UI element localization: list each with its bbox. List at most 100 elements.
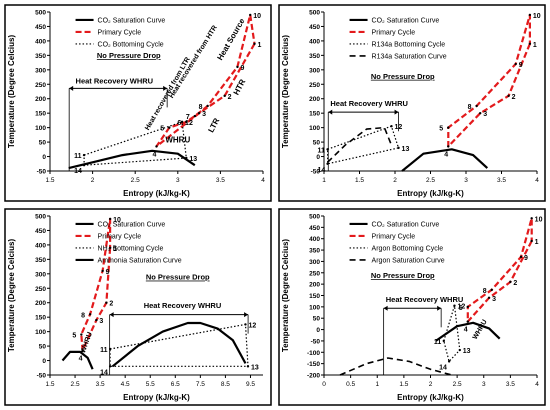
state-point: [519, 255, 523, 259]
state-point-label: 3: [202, 111, 206, 118]
y-tick-label: -150: [307, 361, 320, 368]
state-point: [514, 62, 517, 66]
state-point-label: 8: [483, 288, 487, 295]
series-line: [401, 148, 489, 172]
panel-frame: [4, 208, 272, 406]
chart-panel-top-right: -50 0 50 100 150 200 250 300 350 400 450 500 1 1.5 2 2.…: [278, 4, 546, 202]
series-line: [80, 217, 112, 352]
state-point-label: 5: [160, 126, 164, 133]
series-line: [83, 121, 187, 166]
state-point-label: 1: [257, 42, 261, 49]
state-point: [206, 104, 209, 108]
state-point-label: 3: [483, 111, 487, 118]
x-tick-label: 1.5: [45, 177, 54, 184]
series-line: [111, 321, 247, 368]
y-tick-label: 200: [309, 96, 320, 103]
x-tick-label: 5.5: [146, 381, 155, 388]
y-tick-label: 400: [309, 38, 320, 45]
y-tick-label: 50: [39, 140, 47, 147]
state-point: [236, 65, 239, 69]
state-point: [193, 114, 197, 118]
y-tick-label: 450: [35, 228, 46, 235]
y-tick-label: 250: [35, 82, 46, 89]
state-point: [244, 323, 247, 326]
y-axis-label: Temperature (Degree Celcius): [7, 35, 16, 149]
y-tick-label: 0: [42, 154, 46, 161]
state-point: [447, 145, 450, 148]
x-tick-label: 7.5: [196, 381, 205, 388]
state-point-label: 13: [463, 348, 471, 355]
y-tick-label: 200: [309, 282, 320, 289]
annotation-label: Heat Recovery WHRU: [330, 99, 408, 108]
state-point-label: 12: [457, 304, 465, 311]
state-point: [390, 124, 393, 128]
arrow-head: [328, 109, 333, 115]
annotation-label: WHRU: [165, 135, 190, 144]
state-point: [466, 305, 469, 309]
state-point-label: 6: [177, 120, 181, 127]
x-tick-label: 0.5: [346, 381, 355, 388]
state-point: [442, 339, 446, 343]
state-point-label: 4: [464, 327, 468, 334]
y-tick-label: 150: [309, 111, 320, 118]
state-point-label: 14: [100, 369, 108, 376]
state-point-label: 11: [434, 339, 442, 346]
y-tick-label: 350: [35, 53, 46, 60]
state-point-label: 10: [535, 216, 543, 223]
x-tick-label: 4: [261, 177, 265, 184]
x-tick-label: 4: [535, 177, 539, 184]
state-point-label: 7: [186, 114, 190, 121]
series-line: [61, 350, 94, 370]
state-point-label: 9: [519, 62, 523, 69]
x-tick-label: 2.5: [71, 381, 80, 388]
x-tick-label: 3.5: [506, 381, 515, 388]
state-point: [253, 42, 256, 45]
x-tick-label: 2.5: [131, 177, 140, 184]
y-tick-label: 150: [35, 111, 46, 118]
chart-panel-bottom-right: -200-150-100-500501001502002503003504004…: [278, 208, 546, 406]
annotation-label: Heat Recovery WHRU: [76, 77, 154, 86]
state-point: [528, 13, 532, 17]
y-tick-label: 500: [35, 10, 46, 17]
x-tick-label: 8.5: [221, 381, 230, 388]
arrow-head: [383, 305, 388, 311]
state-point-label: 12: [185, 120, 193, 127]
state-point: [185, 120, 188, 124]
state-point: [453, 304, 456, 307]
state-point: [528, 42, 532, 45]
state-point-label: 1: [533, 42, 537, 49]
state-point-label: 4: [444, 151, 448, 158]
y-tick-label: 0: [316, 154, 320, 161]
annotation-label: Heat Recovery WHRU: [386, 295, 464, 304]
y-tick-label: 300: [35, 271, 46, 278]
state-point-label: 2: [109, 301, 113, 308]
y-tick-label: -50: [37, 373, 47, 380]
state-point: [249, 13, 252, 17]
x-axis-label: Entropy (kJ/kg-K): [123, 393, 190, 402]
y-tick-label: -50: [311, 169, 321, 176]
series-line: [327, 125, 400, 165]
state-point-label: 14: [439, 364, 447, 371]
state-point: [180, 120, 184, 124]
state-point: [530, 217, 533, 220]
x-tick-label: 3: [464, 177, 468, 184]
chart-panel-bottom-left: -50 0 50 100 150 200 250 300 350 400 450 500 1.5 2.5 3…: [4, 208, 272, 406]
state-point: [447, 126, 450, 129]
state-point: [105, 301, 108, 304]
y-tick-label: 450: [309, 225, 320, 232]
x-axis-label: Entropy (kJ/kg-K): [397, 189, 464, 198]
y-tick-label: 250: [35, 286, 46, 293]
y-tick-label: 300: [309, 67, 320, 74]
y-axis-label: Temperature (Degree Celcius): [7, 239, 16, 353]
y-tick-label: 100: [35, 125, 46, 132]
legend-entry: CO₂ Saturation Curve: [98, 221, 166, 228]
x-tick-label: 0: [322, 381, 326, 388]
state-point-label: 12: [248, 322, 256, 329]
y-tick-label: 250: [309, 270, 320, 277]
x-tick-label: 2.5: [453, 381, 462, 388]
legend-entry: R134a Bottoming Cycle: [372, 41, 446, 48]
state-point: [475, 104, 478, 108]
legend-entry: Primary Cycle: [98, 233, 142, 240]
state-point-label: 8: [468, 104, 472, 111]
